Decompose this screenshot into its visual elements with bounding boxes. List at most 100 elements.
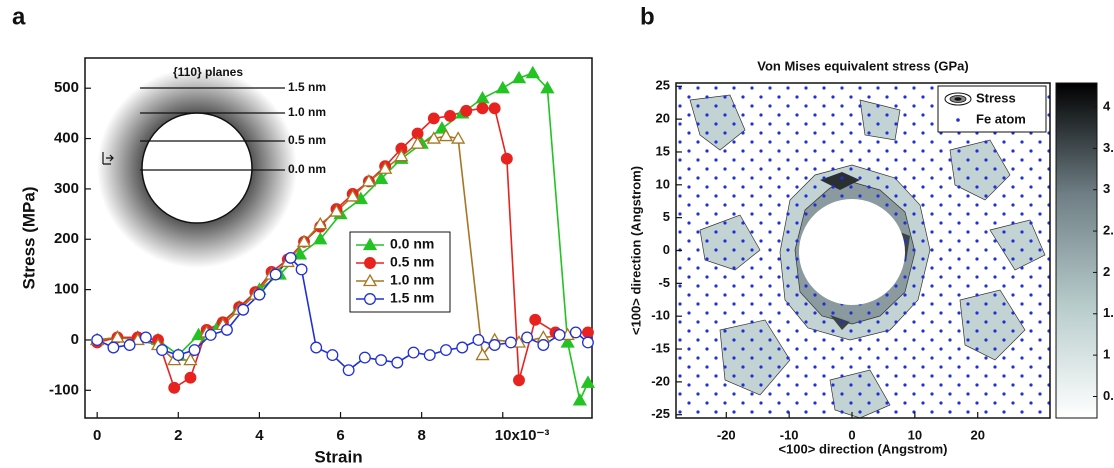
marker — [184, 371, 197, 384]
marker — [460, 104, 473, 117]
marker — [345, 189, 360, 202]
contour-field — [676, 83, 1050, 418]
x-tick-label: 4 — [255, 427, 264, 444]
x-tick-label: -10 — [780, 427, 799, 442]
legend-marker — [954, 97, 962, 101]
legend-marker — [362, 273, 378, 287]
inset: {110} planes 1.5 nm 1.0 nm 0.5 nm 0.0 nm — [97, 65, 326, 268]
marker — [475, 90, 490, 104]
y-tick-label: 0 — [71, 331, 79, 348]
x-tick-label: 8 — [417, 427, 425, 444]
marker — [329, 204, 344, 217]
marker — [476, 102, 489, 115]
marker — [342, 364, 355, 377]
marker — [427, 112, 440, 125]
marker — [444, 109, 456, 122]
marker — [488, 339, 501, 351]
marker — [537, 339, 550, 351]
x-tick-label: 6 — [336, 427, 344, 444]
marker — [581, 336, 594, 349]
colorbar-tick-label: 2.5 — [1103, 222, 1114, 237]
legend-marker — [364, 257, 376, 269]
marker — [475, 347, 490, 361]
y-tick-label: 100 — [54, 281, 79, 298]
y-tick-label: -100 — [49, 381, 79, 398]
marker — [373, 171, 389, 184]
legend-label: 0.0 nm — [390, 236, 434, 252]
x-tick-label: -20 — [717, 427, 736, 442]
marker — [504, 336, 517, 349]
annotation: {110} planes — [173, 65, 243, 79]
marker — [391, 356, 404, 369]
marker — [295, 263, 308, 276]
marker — [513, 374, 525, 387]
marker — [581, 326, 594, 339]
marker — [139, 331, 152, 344]
marker — [110, 330, 125, 343]
marker — [358, 351, 371, 364]
y-tick-label: 300 — [54, 180, 79, 197]
legend-label: Fe atom — [976, 111, 1026, 126]
marker — [378, 161, 393, 174]
series-group — [90, 65, 596, 406]
annotation: 0.0 nm — [288, 162, 326, 176]
marker — [553, 328, 566, 341]
marker — [361, 174, 377, 187]
marker — [237, 303, 250, 316]
legend-label: Stress — [976, 90, 1016, 105]
marker — [560, 335, 575, 348]
chart-title: Von Mises equivalent stress (GPa) — [757, 58, 968, 73]
marker — [472, 334, 485, 346]
marker — [204, 328, 217, 341]
y-tick-label: -15 — [651, 340, 670, 355]
x-axis-label: <100> direction (Angstrom) — [778, 441, 947, 456]
marker — [423, 349, 436, 362]
void — [141, 112, 253, 224]
colorbar-tick-label: 3 — [1103, 181, 1110, 196]
marker — [123, 339, 136, 351]
x-axis-label: Strain — [314, 447, 362, 466]
marker — [410, 136, 425, 149]
marker — [183, 352, 198, 366]
y-tick-label: -10 — [651, 308, 670, 323]
legend-label: 1.5 nm — [390, 290, 434, 306]
marker — [495, 80, 510, 94]
y-tick-label: 20 — [656, 111, 670, 126]
y-tick-label: 500 — [54, 79, 79, 96]
x-tick-label: 20 — [970, 427, 984, 442]
marker — [375, 354, 388, 367]
marker — [269, 268, 282, 281]
colorbar-tick-label: 1.5 — [1103, 305, 1114, 320]
y-tick-label: -20 — [651, 373, 670, 388]
marker — [426, 131, 441, 144]
x-tick-label: 10 — [908, 427, 922, 442]
marker — [91, 334, 104, 346]
marker — [313, 231, 328, 245]
annotation: 0.5 nm — [288, 133, 326, 147]
marker — [521, 331, 534, 344]
legend-box — [937, 85, 1047, 133]
marker — [488, 102, 501, 115]
x-tick-label: 0 — [93, 427, 101, 444]
y-tick-label: 400 — [54, 130, 79, 147]
legend-marker — [364, 293, 376, 305]
colorbar — [1055, 82, 1098, 419]
marker — [569, 326, 582, 339]
x-tick-label: 10x10⁻³ — [495, 427, 550, 444]
marker — [438, 128, 454, 142]
x-tick-label: 0 — [848, 427, 855, 442]
series-line — [96, 256, 589, 372]
y-axis-label: Stress (MPa) — [19, 187, 38, 290]
plot-frame — [84, 57, 593, 419]
panel-label: a — [12, 3, 26, 30]
marker — [500, 152, 513, 165]
x-tick-label: 2 — [174, 427, 182, 444]
marker — [313, 216, 328, 230]
legend-marker — [362, 237, 378, 251]
marker — [456, 341, 469, 354]
marker — [440, 344, 452, 356]
marker — [525, 65, 540, 79]
colorbar-tick-label: 0.5 — [1103, 388, 1114, 403]
